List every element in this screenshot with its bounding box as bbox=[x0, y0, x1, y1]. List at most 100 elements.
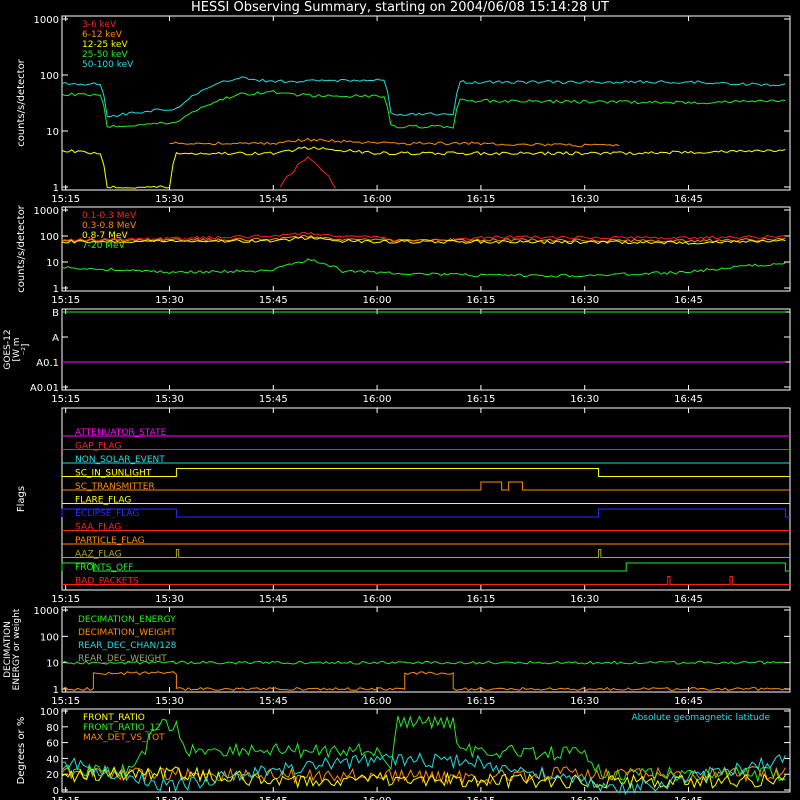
y-axis-label: ⁻²] bbox=[21, 344, 31, 356]
series-decimation-energy bbox=[61, 660, 786, 665]
legend-item: DECIMATION_ENERGY bbox=[78, 615, 176, 625]
flag-label: NON_SOLAR_EVENT bbox=[75, 455, 165, 465]
legend-item: 0.1-0.3 MeV bbox=[82, 211, 137, 221]
flag-label: ECLIPSE_FLAG bbox=[75, 509, 139, 519]
x-tick-label: 15:45 bbox=[259, 696, 288, 707]
x-tick-label: 15:15 bbox=[51, 394, 80, 405]
y-axis-label: GOES-12 bbox=[3, 329, 13, 369]
series-0-8-7-mev bbox=[61, 236, 786, 245]
series-front-ratio bbox=[61, 765, 786, 790]
y-tick-label: 10 bbox=[46, 258, 59, 269]
series-absolute-geomagnetic-latitude bbox=[61, 751, 786, 796]
y-tick-label: 1 bbox=[53, 284, 59, 295]
legend-item: 50-100 keV bbox=[82, 60, 134, 70]
x-tick-label: 15:45 bbox=[259, 295, 288, 306]
legend-item: FRONT_RATIO bbox=[83, 713, 145, 723]
y-tick-label: 0 bbox=[53, 786, 59, 797]
x-tick-label: 15:45 bbox=[259, 796, 288, 800]
x-tick-label: 15:15 bbox=[51, 295, 80, 306]
y-tick-label: 40 bbox=[46, 754, 59, 765]
x-tick-label: 16:15 bbox=[466, 295, 495, 306]
x-tick-label: 15:15 bbox=[51, 696, 80, 707]
series-50-100-kev bbox=[61, 76, 786, 118]
flag-label: ATTENUATOR_STATE bbox=[75, 428, 167, 438]
y-tick-label: 80 bbox=[46, 723, 59, 734]
x-tick-label: 16:00 bbox=[363, 594, 392, 605]
x-tick-label: 15:45 bbox=[259, 194, 288, 205]
series-0-1-0-3-mev bbox=[61, 231, 786, 242]
x-tick-label: 16:15 bbox=[466, 194, 495, 205]
legend-item: FRONT_RATIO_12 bbox=[83, 723, 161, 733]
x-tick-label: 16:15 bbox=[466, 594, 495, 605]
legend-item: 3-6 keV bbox=[82, 20, 117, 30]
ratios-frame bbox=[61, 708, 791, 793]
y-axis-label: counts/s/detector bbox=[16, 204, 27, 292]
series-max-det-vs-tot bbox=[61, 765, 786, 786]
y-tick-label: 1 bbox=[53, 183, 59, 194]
flag-line bbox=[61, 508, 790, 518]
flag-label: SC_IN_SUNLIGHT bbox=[75, 469, 152, 479]
flag-label: AAZ_FLAG bbox=[75, 550, 122, 560]
y-tick-label: 10 bbox=[46, 659, 59, 670]
x-tick-label: 15:15 bbox=[51, 194, 80, 205]
legend-item: REAR_DEC_WEIGHT bbox=[78, 654, 167, 664]
legend-item: 0.3-0.8 MeV bbox=[82, 221, 137, 231]
series-6-12-kev bbox=[169, 137, 620, 148]
flag-line bbox=[62, 468, 790, 477]
y-axis-label: [W m bbox=[12, 337, 22, 361]
legend-item: MAX_DET_VS_TOT bbox=[83, 733, 165, 743]
annotation: Absolute geomagnetic latitude bbox=[631, 713, 770, 723]
x-tick-label: 15:15 bbox=[51, 796, 80, 800]
flag-line bbox=[62, 576, 790, 585]
y-tick-label: 10 bbox=[46, 127, 59, 138]
y-tick-label: A bbox=[52, 333, 59, 344]
y-tick-label: 100 bbox=[40, 232, 59, 243]
flag-line bbox=[61, 562, 790, 572]
flags-frame bbox=[61, 407, 791, 591]
flag-label: SAA_FLAG bbox=[75, 523, 121, 533]
x-tick-label: 15:30 bbox=[155, 394, 184, 405]
legend-item: 0.8-7 MeV bbox=[82, 231, 128, 241]
series-front-ratio-12 bbox=[61, 715, 786, 783]
x-tick-label: 16:30 bbox=[570, 594, 599, 605]
x-tick-label: 15:45 bbox=[259, 594, 288, 605]
x-tick-label: 16:15 bbox=[466, 394, 495, 405]
y-tick-label: 100 bbox=[40, 707, 59, 718]
y-tick-label: A0.1 bbox=[36, 358, 59, 369]
y-tick-label: 60 bbox=[46, 739, 59, 750]
mev-bands-frame bbox=[61, 206, 791, 292]
x-tick-label: 15:15 bbox=[51, 594, 80, 605]
legend-item: DECIMATION_WEIGHT bbox=[78, 628, 176, 638]
y-tick-label: 20 bbox=[46, 770, 59, 781]
flag-line bbox=[62, 549, 790, 558]
goes-frame bbox=[61, 308, 791, 391]
flag-label: GAP_FLAG bbox=[75, 442, 121, 452]
x-tick-label: 15:30 bbox=[155, 194, 184, 205]
y-axis-label: Flags bbox=[16, 486, 27, 512]
legend-item: 25-50 keV bbox=[82, 50, 128, 60]
x-tick-label: 16:30 bbox=[570, 696, 599, 707]
y-tick-label: B bbox=[52, 308, 59, 319]
legend-item: 12-25 keV bbox=[82, 40, 128, 50]
x-tick-label: 16:00 bbox=[363, 194, 392, 205]
x-tick-label: 16:45 bbox=[674, 394, 703, 405]
flag-line bbox=[62, 481, 790, 491]
y-axis-label: ENERGY or weight bbox=[12, 608, 22, 690]
x-tick-label: 15:30 bbox=[155, 696, 184, 707]
x-tick-label: 16:00 bbox=[363, 796, 392, 800]
x-tick-label: 16:45 bbox=[674, 696, 703, 707]
y-axis-label: counts/s/detector bbox=[16, 58, 27, 146]
chart-title: HESSI Observing Summary, starting on 200… bbox=[191, 0, 609, 15]
x-tick-label: 15:45 bbox=[259, 394, 288, 405]
flag-label: SC_TRANSMITTER bbox=[75, 482, 155, 492]
x-tick-label: 16:30 bbox=[570, 796, 599, 800]
flag-label: BAD_PACKETS bbox=[75, 577, 139, 587]
y-tick-label: A0.01 bbox=[30, 383, 59, 394]
flag-label: FLARE_FLAG bbox=[75, 496, 131, 506]
legend-item: 6-12 keV bbox=[82, 30, 123, 40]
x-tick-label: 15:30 bbox=[155, 594, 184, 605]
series-7-20-mev bbox=[61, 258, 786, 278]
y-tick-label: 1000 bbox=[34, 606, 59, 617]
series-3-6-kev bbox=[279, 156, 337, 189]
x-tick-label: 16:30 bbox=[570, 194, 599, 205]
